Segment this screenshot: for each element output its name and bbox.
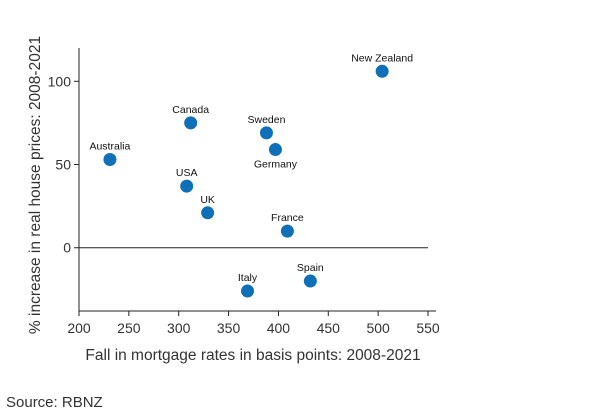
y-tick-label: 50 <box>55 157 71 173</box>
data-point <box>375 64 389 78</box>
point-labels: New Zealand Canada Sweden Germany Australia U… <box>89 52 413 284</box>
y-axis-title: % increase in real house prices: 2008-20… <box>27 36 44 334</box>
data-point <box>280 224 294 238</box>
x-tick-label: 250 <box>117 320 141 336</box>
point-label: New Zealand <box>351 52 413 64</box>
x-tick-label: 450 <box>317 320 341 336</box>
x-tick-label: 500 <box>366 320 390 336</box>
x-tick-label: 400 <box>267 320 291 336</box>
data-point <box>241 284 255 298</box>
x-tick-label: 200 <box>67 320 91 336</box>
data-point <box>259 126 273 140</box>
point-label: Canada <box>172 104 209 116</box>
point-label: Sweden <box>247 114 285 126</box>
data-point <box>184 116 198 130</box>
y-tick-label: 0 <box>63 240 71 256</box>
data-point <box>201 206 215 220</box>
x-axis-title: Fall in mortgage rates in basis points: … <box>85 347 420 364</box>
x-tick-label: 300 <box>167 320 191 336</box>
data-point <box>268 143 282 157</box>
data-points <box>103 64 389 298</box>
y-tick-label: 100 <box>48 73 72 89</box>
x-tick-label: 550 <box>416 320 440 336</box>
source-note: Source: RBNZ <box>6 394 103 411</box>
point-label: Australia <box>89 141 130 153</box>
point-label: Germany <box>254 159 298 171</box>
point-label: France <box>271 212 304 224</box>
point-label: Italy <box>238 272 258 284</box>
data-point <box>180 179 194 193</box>
x-tick-label: 350 <box>217 320 241 336</box>
data-point <box>303 274 317 288</box>
point-label: UK <box>200 194 215 206</box>
point-label: Spain <box>297 262 324 274</box>
axes: 200 250 300 350 400 450 500 550 0 50 100 <box>48 48 440 336</box>
data-point <box>103 153 117 167</box>
scatter-chart: 200 250 300 350 400 450 500 550 0 50 100 New Zeala… <box>27 36 440 364</box>
point-label: USA <box>176 167 198 179</box>
